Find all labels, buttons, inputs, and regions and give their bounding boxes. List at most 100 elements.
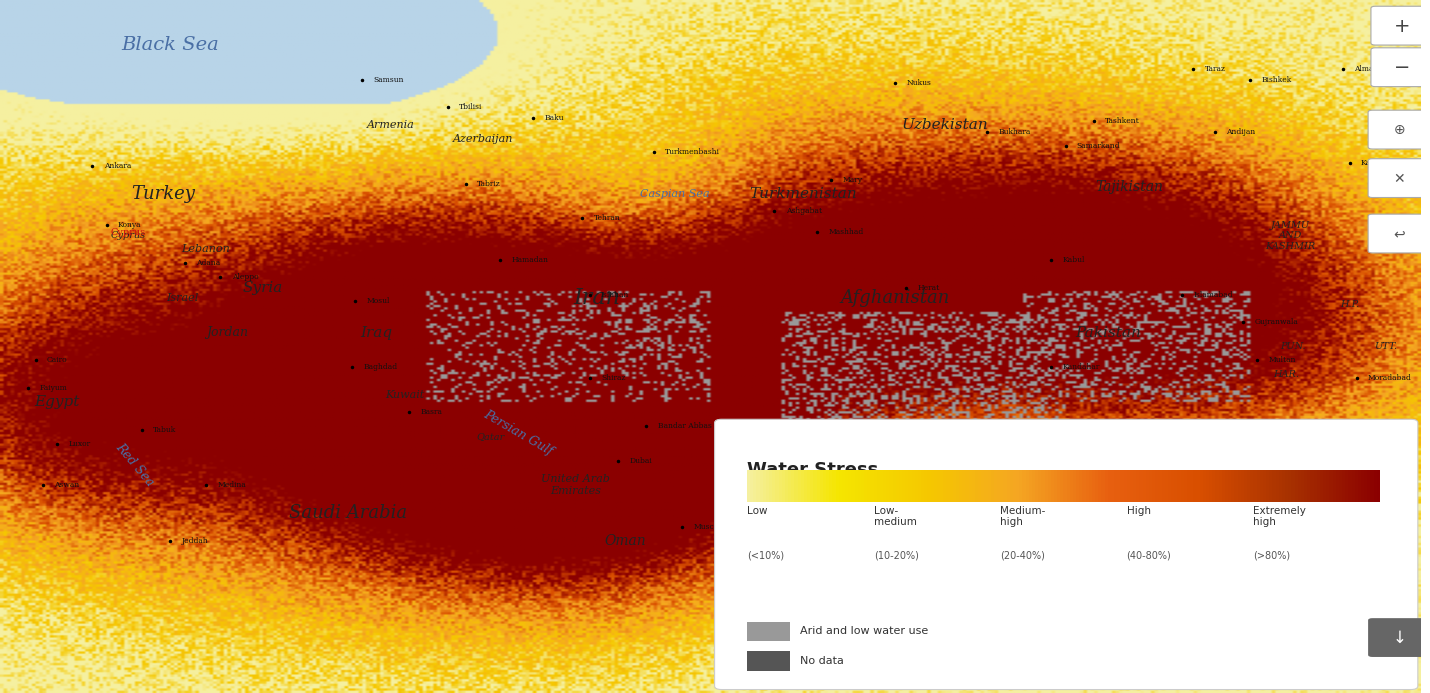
Text: Shiraz: Shiraz — [601, 374, 625, 382]
Text: Basra: Basra — [420, 408, 442, 416]
Text: Bishkek: Bishkek — [1261, 76, 1291, 84]
Text: Lebanon: Lebanon — [182, 245, 230, 254]
FancyBboxPatch shape — [1369, 110, 1430, 149]
Bar — [748, 651, 789, 671]
Text: Jeddah: Jeddah — [182, 536, 209, 545]
Text: Afghanistan: Afghanistan — [841, 289, 950, 307]
Text: Turkmenbashi: Turkmenbashi — [665, 148, 719, 157]
Text: Konya: Konya — [117, 221, 142, 229]
Text: Almaty: Almaty — [1354, 65, 1381, 73]
Text: Multan: Multan — [1268, 356, 1296, 365]
FancyBboxPatch shape — [1369, 159, 1430, 198]
Text: ↩: ↩ — [1394, 227, 1406, 241]
Text: Bandar Abbas: Bandar Abbas — [658, 422, 712, 430]
Text: Oman: Oman — [605, 534, 646, 547]
Text: Egypt: Egypt — [34, 395, 80, 409]
Text: Turkey: Turkey — [132, 185, 196, 203]
Text: (10-20%): (10-20%) — [874, 551, 918, 561]
Text: Herat: Herat — [918, 283, 940, 292]
Text: Luxor: Luxor — [69, 439, 90, 448]
Text: Adana: Adana — [196, 259, 220, 267]
Text: Arid and low water use: Arid and low water use — [799, 626, 928, 636]
Text: Muscat: Muscat — [694, 523, 722, 531]
Text: Ashgabat: Ashgabat — [785, 207, 822, 216]
Text: Cyprus: Cyprus — [110, 228, 146, 236]
Text: (>80%): (>80%) — [1253, 551, 1290, 561]
Text: Kandahar: Kandahar — [1062, 363, 1100, 371]
Text: (20-40%): (20-40%) — [1000, 551, 1045, 561]
Text: (<10%): (<10%) — [748, 551, 785, 561]
Text: Jordan: Jordan — [206, 326, 249, 339]
Text: Moradabad: Moradabad — [1369, 374, 1411, 382]
Text: Nukus: Nukus — [907, 79, 931, 87]
Text: Tabriz: Tabriz — [478, 179, 500, 188]
Text: Medium-
high: Medium- high — [1000, 506, 1045, 527]
Text: Islamabad: Islamabad — [1194, 290, 1233, 299]
Text: Low: Low — [748, 506, 768, 516]
Text: Iran: Iran — [573, 287, 621, 309]
Text: Black Sea: Black Sea — [122, 36, 219, 54]
Text: Bukhara: Bukhara — [998, 128, 1031, 136]
Text: Tabuk: Tabuk — [153, 426, 177, 434]
Text: Water Stress: Water Stress — [748, 461, 878, 479]
FancyBboxPatch shape — [1371, 48, 1430, 87]
Text: Saudi Arabia: Saudi Arabia — [289, 504, 408, 522]
Text: Taraz: Taraz — [1204, 65, 1226, 73]
Text: Gujranwala: Gujranwala — [1254, 318, 1298, 326]
Text: Dubai: Dubai — [629, 457, 652, 465]
Text: Israel: Israel — [166, 293, 197, 303]
Text: Kabul: Kabul — [1062, 256, 1085, 264]
Text: Cairo: Cairo — [47, 356, 67, 365]
Text: Tashkent: Tashkent — [1105, 117, 1140, 125]
Text: ↓: ↓ — [1393, 629, 1406, 647]
Text: Faiyum: Faiyum — [40, 384, 67, 392]
Text: Low-
medium: Low- medium — [874, 506, 917, 527]
Bar — [748, 622, 789, 641]
Text: Mosul: Mosul — [366, 297, 390, 306]
Text: Armenia: Armenia — [368, 120, 415, 130]
Text: Kashi/Kashgar: Kashi/Kashgar — [1361, 159, 1417, 167]
Text: United Arab
Emirates: United Arab Emirates — [541, 474, 609, 496]
Text: UTT.: UTT. — [1374, 342, 1397, 351]
Text: Aswan: Aswan — [54, 481, 79, 489]
Text: Andijan: Andijan — [1226, 128, 1256, 136]
Text: Azerbaijan: Azerbaijan — [453, 134, 513, 143]
Text: Baku: Baku — [545, 114, 563, 122]
Text: ✕: ✕ — [1394, 172, 1406, 186]
Text: ⊕: ⊕ — [1394, 123, 1406, 137]
Text: +: + — [1394, 17, 1410, 36]
Text: Samsun: Samsun — [373, 76, 405, 84]
Text: High: High — [1127, 506, 1151, 516]
Text: PUN.: PUN. — [1280, 342, 1306, 351]
Text: Tajikistan: Tajikistan — [1095, 180, 1164, 194]
Text: Hamadan: Hamadan — [512, 256, 549, 264]
Text: Cyprus: Cyprus — [110, 231, 146, 240]
Text: Persian Gulf: Persian Gulf — [482, 408, 555, 458]
Text: Pakistan: Pakistan — [1075, 326, 1141, 340]
FancyBboxPatch shape — [715, 419, 1417, 690]
FancyBboxPatch shape — [1371, 6, 1430, 45]
FancyBboxPatch shape — [1369, 214, 1430, 253]
Text: Turkmenistan: Turkmenistan — [749, 187, 857, 201]
Text: Aleppo: Aleppo — [232, 273, 259, 281]
Text: Red Sea: Red Sea — [113, 440, 157, 489]
Text: JAMMU
AND
KASHMIR: JAMMU AND KASHMIR — [1266, 220, 1316, 251]
Text: Ankara: Ankara — [104, 162, 132, 170]
Text: Medina: Medina — [217, 481, 246, 489]
Text: Uzbekistan: Uzbekistan — [901, 118, 988, 132]
Text: Iraq: Iraq — [360, 326, 393, 340]
Text: H.P.: H.P. — [1340, 301, 1360, 309]
FancyBboxPatch shape — [1369, 618, 1430, 657]
Text: Baghdad: Baghdad — [363, 363, 398, 371]
Text: Samarkand: Samarkand — [1077, 141, 1121, 150]
Text: Qatar: Qatar — [476, 432, 505, 441]
Text: No data: No data — [799, 656, 844, 666]
Text: Tehran: Tehran — [593, 214, 621, 222]
Text: Kuwait: Kuwait — [385, 390, 425, 400]
Text: Tbilisi: Tbilisi — [459, 103, 482, 112]
Text: Extremely
high: Extremely high — [1253, 506, 1306, 527]
Text: Syria: Syria — [243, 281, 283, 295]
Text: −: − — [1394, 58, 1410, 78]
Text: (40-80%): (40-80%) — [1127, 551, 1171, 561]
Text: Isfahan: Isfahan — [601, 290, 629, 299]
